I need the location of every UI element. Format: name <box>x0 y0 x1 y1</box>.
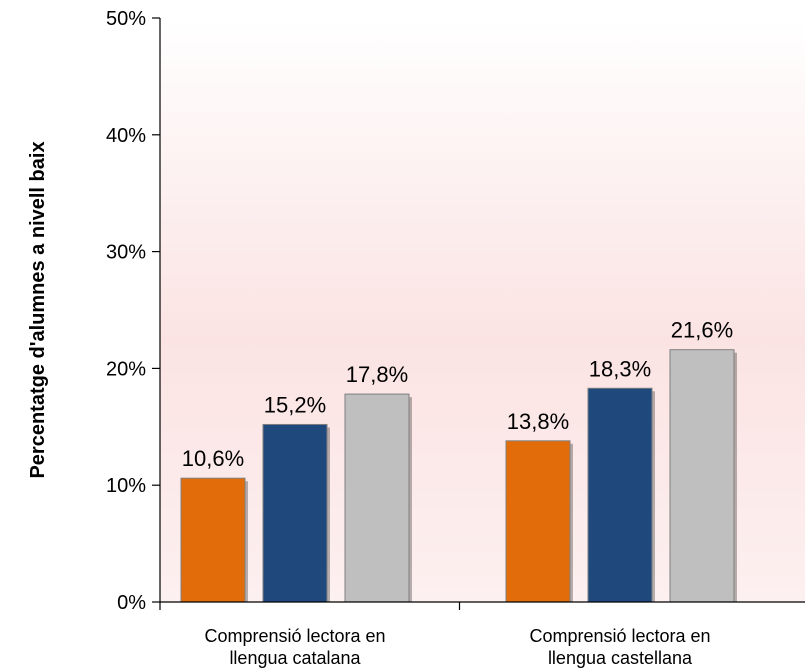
bar <box>180 477 246 603</box>
x-category-label-line: llengua catalana <box>229 648 361 668</box>
y-tick-label: 30% <box>106 242 146 264</box>
y-axis-title: Percentatge d'alumnes a nivell baix <box>27 141 49 478</box>
bar-data-label: 17,8% <box>346 362 408 387</box>
bar-data-label: 13,8% <box>507 409 569 434</box>
y-tick-label: 50% <box>106 8 146 30</box>
bar-data-label: 15,2% <box>264 392 326 417</box>
y-tick-label: 10% <box>106 475 146 497</box>
bar <box>344 393 410 603</box>
bar <box>262 423 328 603</box>
y-tick-label: 20% <box>106 358 146 380</box>
bar <box>505 440 571 603</box>
x-category-label-line: llengua castellana <box>548 648 693 668</box>
labels-layer: 0% 10% 20% 30% 40% 50% 10,6% 15,2% 17,8% Comprens… <box>106 8 733 668</box>
bar-data-label: 18,3% <box>589 356 651 381</box>
x-category-label-line: Comprensió lectora en <box>204 626 385 646</box>
bar-data-label: 21,6% <box>671 318 733 343</box>
y-tick-label: 0% <box>117 592 146 614</box>
bars-layer <box>180 349 737 603</box>
bar <box>669 349 735 603</box>
axes-layer <box>152 17 805 610</box>
bar-data-label: 10,6% <box>182 446 244 471</box>
y-axis-title-group: Percentatge d'alumnes a nivell baix <box>27 141 49 478</box>
x-category-label: Comprensió lectora en llengua castellana <box>529 626 710 668</box>
y-tick-label: 40% <box>106 125 146 147</box>
x-category-label: Comprensió lectora en llengua catalana <box>204 626 385 668</box>
bar <box>587 387 653 603</box>
x-category-label-line: Comprensió lectora en <box>529 626 710 646</box>
